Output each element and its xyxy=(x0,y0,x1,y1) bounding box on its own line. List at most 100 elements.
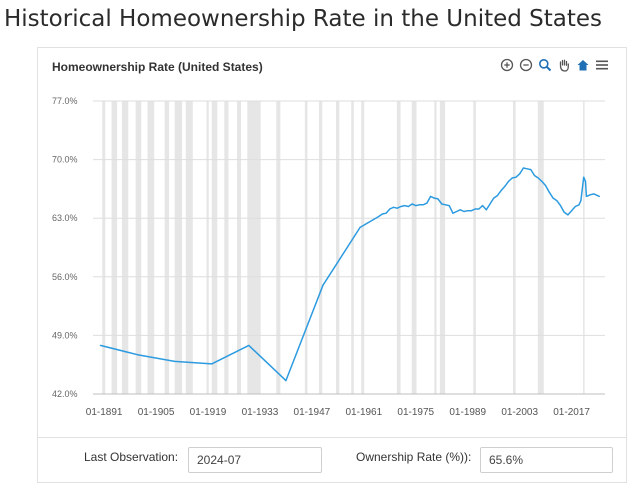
x-tick-label: 01-1989 xyxy=(449,407,486,418)
y-tick-label: 56.0% xyxy=(52,272,78,282)
data-point xyxy=(511,177,513,179)
recession-band xyxy=(185,101,193,394)
chart-footer: Last Observation: 2024-07 Ownership Rate… xyxy=(38,437,626,483)
data-point xyxy=(322,284,324,286)
x-tick-label: 01-1975 xyxy=(397,407,434,418)
last-observation-label: Last Observation: xyxy=(84,450,179,464)
pan-hand-icon[interactable] xyxy=(556,57,572,73)
data-point xyxy=(211,363,213,365)
recession-band xyxy=(111,101,118,394)
data-point xyxy=(418,204,421,206)
recession-band xyxy=(276,101,281,394)
data-point xyxy=(519,173,521,175)
data-point xyxy=(533,174,536,177)
data-point xyxy=(500,189,502,192)
data-point xyxy=(381,213,383,215)
data-point xyxy=(407,205,409,208)
data-point xyxy=(481,205,484,207)
x-tick-label: 01-1919 xyxy=(190,407,227,418)
y-tick-label: 42.0% xyxy=(52,389,78,399)
data-point xyxy=(578,204,580,206)
data-point xyxy=(470,210,473,212)
recession-band xyxy=(304,101,308,394)
recession-band xyxy=(211,101,218,394)
x-tick-label: 01-1891 xyxy=(86,407,123,418)
data-point xyxy=(515,176,517,178)
recession-band xyxy=(439,101,446,394)
chart-card: 42.0% 49.0% 56.0% 63.0% 70.0% 77.0% 01-1891 01-… xyxy=(37,47,627,483)
recession-band xyxy=(351,101,354,394)
data-point xyxy=(563,211,565,213)
home-icon[interactable] xyxy=(575,57,591,73)
data-point xyxy=(584,180,587,182)
ownership-rate-field[interactable]: 65.6% xyxy=(480,447,613,473)
recession-band xyxy=(512,101,516,394)
data-point xyxy=(589,194,591,196)
data-point xyxy=(452,212,454,214)
data-point xyxy=(444,204,447,206)
recession-band xyxy=(361,101,365,394)
data-point xyxy=(541,180,543,182)
x-tick-label: 01-1933 xyxy=(242,407,279,418)
data-point xyxy=(441,203,443,205)
data-point xyxy=(437,198,439,200)
recession-band xyxy=(147,101,155,394)
menu-icon[interactable] xyxy=(594,57,610,73)
recession-band xyxy=(411,101,417,394)
y-tick-label: 77.0% xyxy=(52,96,78,106)
data-point xyxy=(580,200,582,202)
data-point xyxy=(248,344,250,347)
data-point xyxy=(504,185,506,187)
zoom-in-icon[interactable] xyxy=(499,57,515,73)
data-point xyxy=(545,184,547,187)
data-point xyxy=(392,206,395,208)
recession-band xyxy=(102,101,106,394)
data-point xyxy=(493,197,495,199)
recession-band xyxy=(236,101,242,394)
recession-band xyxy=(336,101,340,394)
data-point xyxy=(99,344,102,347)
chart-title: Homeownership Rate (United States) xyxy=(52,60,263,74)
x-tick-label: 01-1961 xyxy=(345,407,382,418)
data-point xyxy=(400,205,402,208)
last-observation-field[interactable]: 2024-07 xyxy=(188,447,322,473)
line-chart: 42.0% 49.0% 56.0% 63.0% 70.0% 77.0% 01-1891 01-… xyxy=(52,96,605,418)
data-point xyxy=(463,210,465,213)
data-point xyxy=(396,207,398,209)
data-point xyxy=(585,195,588,198)
data-point xyxy=(522,167,524,169)
recession-band xyxy=(537,101,544,394)
zoom-out-icon[interactable] xyxy=(518,57,534,73)
recession-band xyxy=(121,101,129,394)
recession-band xyxy=(224,101,229,394)
recession-band xyxy=(583,101,585,394)
data-point xyxy=(507,180,510,182)
recession-band xyxy=(174,101,183,394)
recession-band xyxy=(164,101,170,394)
data-point xyxy=(574,205,576,208)
data-point xyxy=(567,214,569,216)
data-point xyxy=(285,380,287,382)
data-point xyxy=(478,208,480,210)
recession-band xyxy=(396,101,401,394)
data-point xyxy=(415,205,417,207)
data-point xyxy=(571,210,573,212)
data-point xyxy=(448,205,450,207)
ownership-rate-label: Ownership Rate (%)): xyxy=(356,450,472,464)
magnify-icon[interactable] xyxy=(537,57,553,73)
data-point xyxy=(174,360,176,362)
data-point xyxy=(459,209,461,211)
data-point xyxy=(530,169,532,171)
data-point xyxy=(593,193,595,195)
data-point xyxy=(548,191,550,193)
data-point xyxy=(426,202,428,204)
recession-band xyxy=(247,101,261,394)
recession-band xyxy=(135,101,142,394)
data-point xyxy=(526,168,528,170)
y-tick-label: 70.0% xyxy=(52,155,78,165)
y-tick-label: 63.0% xyxy=(52,213,78,223)
data-point xyxy=(474,208,476,210)
x-tick-label: 01-2017 xyxy=(553,407,590,418)
data-point xyxy=(433,197,435,199)
data-point xyxy=(411,203,413,205)
